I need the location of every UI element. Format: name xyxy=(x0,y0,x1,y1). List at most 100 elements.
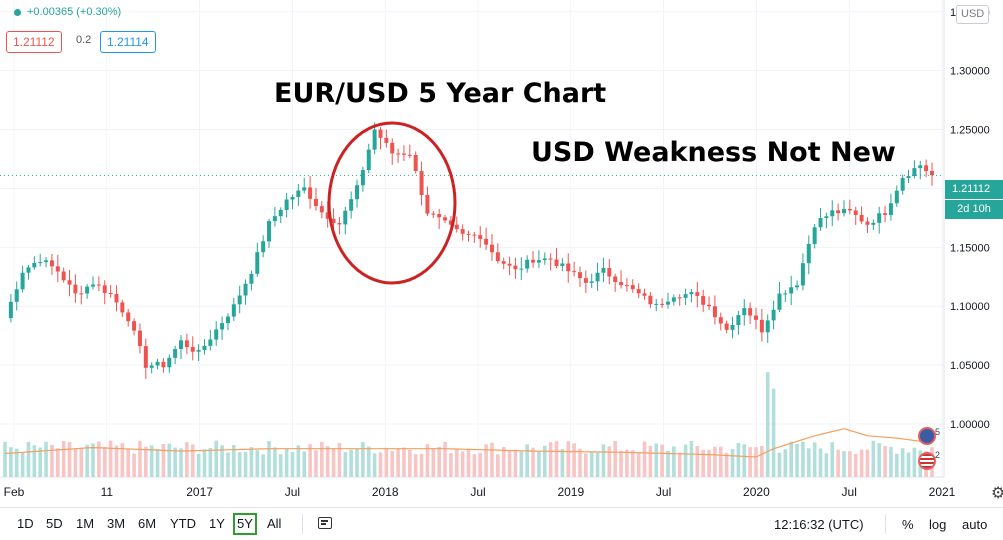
volume-bar xyxy=(801,441,805,477)
volume-bar xyxy=(314,450,318,477)
volume-ma-line xyxy=(4,428,933,458)
timeframe-all[interactable]: All xyxy=(267,516,282,531)
volume-bar xyxy=(848,451,852,477)
utc-clock[interactable]: 12:16:32 (UTC) xyxy=(774,517,864,532)
calendar-icon[interactable] xyxy=(318,517,332,529)
candle-body xyxy=(501,261,506,264)
volume-bar xyxy=(366,446,371,477)
x-tick-label: 2019 xyxy=(557,485,584,499)
x-tick-label: 11 xyxy=(101,485,114,499)
x-tick-label: 2017 xyxy=(186,485,213,499)
candle-body xyxy=(372,129,377,150)
bar-countdown-label: 2d 10h xyxy=(945,200,1003,219)
volume-bar xyxy=(595,452,600,477)
candle-body xyxy=(460,229,465,234)
candle-body xyxy=(85,286,90,294)
timeframe-1m[interactable]: 1M xyxy=(76,516,95,531)
candle-body xyxy=(114,294,119,303)
timeframe-6m[interactable]: 6M xyxy=(138,516,157,531)
volume-bar xyxy=(419,453,424,477)
volume-bar xyxy=(824,453,829,477)
volume-bar xyxy=(425,444,430,477)
candle-body xyxy=(466,233,471,235)
percent-scale-button[interactable]: % xyxy=(902,517,914,532)
candle-body xyxy=(137,330,142,347)
timeframe-1d[interactable]: 1D xyxy=(17,516,34,531)
candle-body xyxy=(847,208,852,211)
change-text: +0.00365 (+0.30%) xyxy=(27,6,122,18)
volume-bar xyxy=(525,444,529,477)
market-open-dot xyxy=(14,8,21,16)
candle-body xyxy=(343,210,348,225)
candle-body xyxy=(724,323,729,330)
volume-bar xyxy=(877,443,881,477)
price-chart[interactable]: 1.350001.300001.250001.200001.150001.100… xyxy=(0,0,1003,507)
candle-body xyxy=(806,244,811,264)
volume-bar xyxy=(642,441,647,477)
volume-bar xyxy=(859,449,864,477)
timeframe-3m[interactable]: 3M xyxy=(107,516,126,531)
candle-body xyxy=(624,285,629,287)
volume-bar xyxy=(572,443,576,477)
candle-body xyxy=(173,349,178,358)
candle-body xyxy=(325,212,330,219)
x-tick-label: Jul xyxy=(656,485,671,499)
candle-body xyxy=(249,273,254,284)
volume-bar xyxy=(730,449,735,477)
sell-price-button[interactable]: 1.21112 xyxy=(6,31,62,53)
candle-body xyxy=(918,165,923,169)
volume-bar xyxy=(889,446,893,477)
x-tick-label: Feb xyxy=(4,485,25,499)
volume-bar xyxy=(437,446,441,477)
candle-body xyxy=(214,329,219,340)
candle-body xyxy=(824,216,829,219)
candle-body xyxy=(184,340,189,348)
candle-body xyxy=(894,190,899,204)
volume-bar xyxy=(325,446,330,477)
volume-bar xyxy=(783,449,788,477)
candle-body xyxy=(871,222,876,225)
candle-body xyxy=(795,285,800,288)
timeframe-1y[interactable]: 1Y xyxy=(209,516,225,531)
gear-icon[interactable]: ⚙ xyxy=(991,485,1003,502)
currency-badge[interactable]: USD xyxy=(956,5,990,24)
candle-body xyxy=(671,297,676,302)
candle-body xyxy=(636,289,641,294)
volume-bar xyxy=(689,441,694,477)
volume-bar xyxy=(149,445,154,477)
volume-bar xyxy=(507,450,512,477)
timeframe-5d[interactable]: 5D xyxy=(46,516,63,531)
spread-value: 0.2 xyxy=(76,34,92,46)
candle-body xyxy=(149,365,154,368)
auto-scale-button[interactable]: auto xyxy=(962,517,988,532)
us-flag-icon[interactable] xyxy=(918,452,936,470)
volume-bar xyxy=(795,443,799,477)
timeframe-5y[interactable]: 5Y xyxy=(233,513,257,535)
volume-bar xyxy=(167,443,172,477)
candle-body xyxy=(759,319,764,333)
candle-body xyxy=(607,268,612,277)
volume-bar xyxy=(853,453,858,477)
last-price-label: 1.21112 xyxy=(945,180,1003,199)
volume-bar xyxy=(102,446,107,477)
y-tick-label: 1.30000 xyxy=(950,66,990,78)
candle-body xyxy=(44,260,49,263)
volume-bar xyxy=(660,444,664,477)
volume-bar xyxy=(607,446,612,477)
volume-bar xyxy=(173,447,177,477)
log-scale-button[interactable]: log xyxy=(929,517,947,532)
volume-bar xyxy=(449,453,453,477)
volume-bar xyxy=(472,454,477,477)
timeframe-ytd[interactable]: YTD xyxy=(170,516,196,531)
eu-flag-icon[interactable] xyxy=(918,427,936,445)
volume-bar xyxy=(132,453,136,477)
volume-bar xyxy=(337,442,342,477)
candle-body xyxy=(208,339,213,346)
candle-body xyxy=(237,295,242,305)
candle-body xyxy=(707,304,712,307)
candle-body xyxy=(701,295,706,305)
buy-price-button[interactable]: 1.21114 xyxy=(100,31,156,53)
volume-bar xyxy=(108,440,113,477)
volume-bar xyxy=(648,445,653,477)
candle-body xyxy=(765,320,770,333)
